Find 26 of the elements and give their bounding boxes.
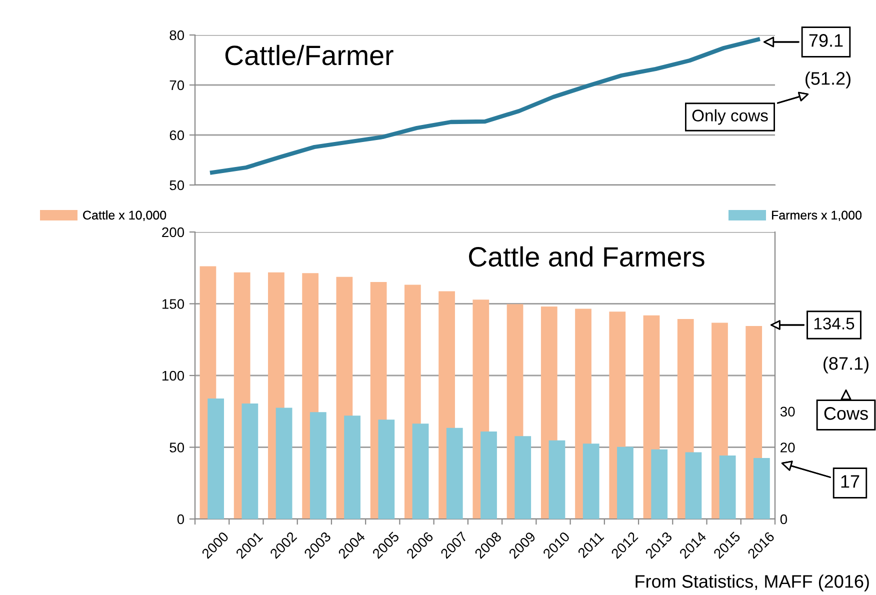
y-tick-label: 150: [162, 299, 184, 309]
text: Cows: [824, 407, 868, 420]
y-tick-label: 100: [162, 370, 184, 381]
text: (87.1): [824, 356, 868, 374]
bar: [719, 456, 736, 519]
legend-label: Farmers x 1,000: [772, 210, 862, 222]
chart-title: Cattle and Farmers: [469, 246, 704, 267]
bar: [754, 458, 770, 519]
y-tick-label: 80: [170, 30, 184, 40]
y-tick-label: 50: [170, 442, 184, 452]
text: 17: [841, 475, 860, 488]
text: From Statistics, MAFF (2016): [636, 574, 869, 592]
y-tick-label: 50: [170, 180, 184, 190]
legend-label: Cattle x 10,000: [83, 210, 166, 222]
annotation: Only cows: [692, 109, 768, 125]
text: (51.2): [806, 72, 850, 88]
y2-tick-label: 30: [780, 406, 795, 417]
y-tick-label: 70: [170, 80, 184, 90]
y-tick-label: 200: [162, 227, 184, 238]
y-tick-label: 60: [170, 130, 184, 140]
chart-title: Cattle/Farmer: [225, 44, 394, 66]
text: 134.5: [814, 318, 854, 330]
y2-tick-label: 0: [780, 514, 788, 524]
y-tick-label: 0: [177, 514, 184, 524]
text: 79.1: [809, 34, 843, 47]
y2-tick-label: 20: [780, 442, 795, 452]
